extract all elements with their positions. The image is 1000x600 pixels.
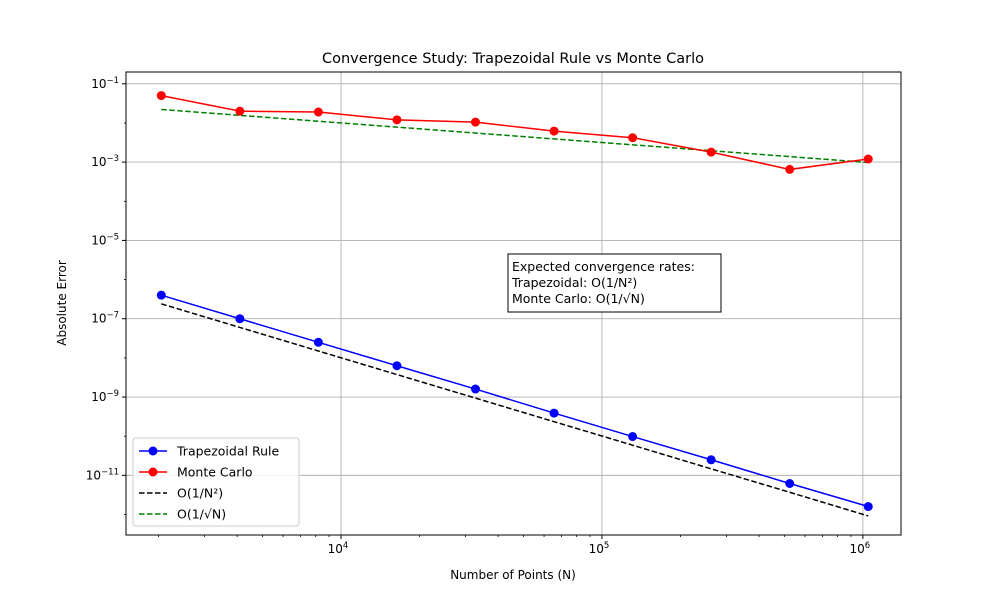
y-tick-label: 10−11 bbox=[86, 467, 119, 482]
annotation-box: Expected convergence rates: Trapezoidal:… bbox=[507, 253, 722, 313]
legend: Trapezoidal Rule Monte Carlo O(1/N²) O(1/√N… bbox=[132, 437, 300, 527]
series-point-1 bbox=[785, 164, 795, 174]
series-point-1 bbox=[313, 107, 323, 117]
series-point-1 bbox=[392, 115, 402, 125]
legend-label: Monte Carlo bbox=[177, 465, 253, 480]
annotation-line-3: Monte Carlo: O(1/√N) bbox=[512, 291, 645, 306]
series-point-0 bbox=[313, 337, 323, 347]
y-axis-ticks: 10−1 10−3 10−5 10−7 10−9 10−11 bbox=[86, 76, 126, 515]
legend-frame bbox=[132, 437, 300, 527]
series-markers bbox=[156, 91, 873, 512]
y-tick-label: 10−9 bbox=[91, 389, 119, 404]
series-point-0 bbox=[549, 408, 559, 418]
y-tick-label: 10−7 bbox=[91, 311, 119, 326]
series-point-0 bbox=[392, 361, 402, 371]
x-tick-label: 105 bbox=[589, 541, 610, 556]
series-point-1 bbox=[156, 91, 166, 101]
annotation-frame bbox=[507, 253, 722, 313]
series-point-1 bbox=[549, 126, 559, 136]
plot-area-frame bbox=[125, 71, 902, 536]
series-point-1 bbox=[235, 106, 245, 116]
x-tick-label: 104 bbox=[328, 541, 349, 556]
series-lines bbox=[161, 94, 869, 517]
x-axis-ticks: 104 105 106 bbox=[158, 535, 871, 556]
series-point-0 bbox=[235, 314, 245, 324]
annotation-line-2: Trapezoidal: O(1/N²) bbox=[511, 275, 637, 290]
y-tick-label: 10−3 bbox=[91, 154, 119, 169]
annotation-line-1: Expected convergence rates: bbox=[512, 259, 695, 274]
y-tick-label: 10−5 bbox=[91, 232, 119, 247]
series-line-0 bbox=[161, 294, 869, 508]
legend-label: O(1/N²) bbox=[177, 486, 223, 501]
series-point-0 bbox=[628, 432, 638, 442]
legend-marker bbox=[148, 467, 158, 477]
legend-items: Trapezoidal Rule Monte Carlo O(1/N²) O(1/√N… bbox=[139, 444, 279, 522]
series-line-3 bbox=[161, 108, 869, 164]
x-tick-label: 106 bbox=[850, 541, 871, 556]
legend-label: Trapezoidal Rule bbox=[176, 444, 279, 459]
series-point-1 bbox=[470, 117, 480, 127]
y-axis-label: Absolute Error bbox=[55, 260, 69, 346]
series-point-0 bbox=[706, 455, 716, 465]
series-point-1 bbox=[863, 154, 873, 164]
series-line-2 bbox=[161, 303, 869, 517]
series-point-1 bbox=[628, 133, 638, 143]
legend-marker bbox=[148, 446, 158, 456]
series-point-0 bbox=[863, 502, 873, 512]
legend-label: O(1/√N) bbox=[177, 507, 226, 522]
chart-title: Convergence Study: Trapezoidal Rule vs M… bbox=[322, 51, 704, 67]
series-point-0 bbox=[470, 384, 480, 394]
series-line-1 bbox=[161, 94, 869, 171]
series-point-1 bbox=[706, 147, 716, 157]
series-point-0 bbox=[785, 478, 795, 488]
x-axis-label: Number of Points (N) bbox=[450, 568, 576, 582]
y-tick-label: 10−1 bbox=[91, 76, 119, 91]
series-point-0 bbox=[156, 290, 166, 300]
